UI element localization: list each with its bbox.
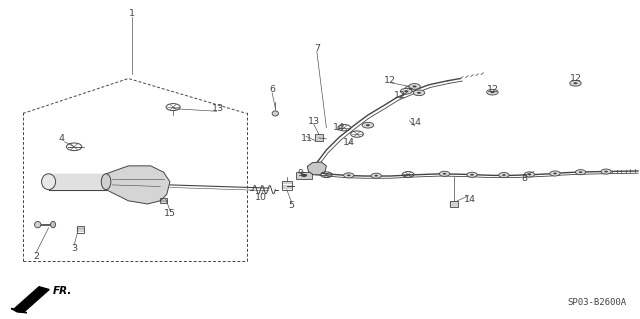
Circle shape	[575, 170, 586, 175]
Ellipse shape	[42, 174, 56, 190]
Ellipse shape	[35, 221, 41, 228]
Text: SP03-B2600A: SP03-B2600A	[568, 298, 627, 307]
Text: 10: 10	[255, 193, 268, 202]
Circle shape	[553, 173, 557, 174]
Text: 12: 12	[486, 85, 499, 94]
Text: FR.: FR.	[53, 286, 72, 296]
Circle shape	[570, 80, 581, 86]
Circle shape	[499, 173, 509, 178]
Circle shape	[401, 88, 412, 94]
Text: 13: 13	[212, 104, 224, 113]
Bar	[282, 182, 292, 190]
Circle shape	[550, 171, 560, 176]
Text: 9: 9	[298, 169, 304, 178]
Circle shape	[579, 171, 582, 173]
Text: 12: 12	[394, 92, 406, 100]
Text: 7: 7	[314, 44, 320, 53]
Text: 8: 8	[522, 174, 527, 183]
Text: 14: 14	[410, 118, 422, 128]
Circle shape	[371, 173, 381, 178]
Circle shape	[409, 88, 413, 90]
Circle shape	[440, 171, 450, 176]
Circle shape	[374, 175, 378, 177]
Text: 13: 13	[308, 117, 319, 126]
Text: 15: 15	[164, 209, 176, 218]
Circle shape	[409, 84, 420, 89]
Polygon shape	[296, 172, 312, 179]
Circle shape	[404, 90, 408, 92]
FancyArrow shape	[11, 287, 49, 313]
Circle shape	[527, 174, 531, 175]
Text: 11: 11	[301, 134, 313, 143]
Circle shape	[486, 89, 498, 95]
Circle shape	[502, 174, 506, 176]
Text: 3: 3	[71, 244, 77, 253]
Circle shape	[347, 174, 351, 176]
Bar	[77, 226, 84, 233]
Polygon shape	[307, 162, 326, 175]
Text: 1: 1	[129, 9, 134, 18]
Circle shape	[573, 82, 577, 84]
Ellipse shape	[101, 174, 111, 190]
Circle shape	[366, 124, 370, 126]
Circle shape	[601, 169, 611, 174]
Ellipse shape	[51, 221, 56, 228]
Circle shape	[490, 91, 495, 93]
Text: 5: 5	[288, 201, 294, 210]
Text: 6: 6	[269, 85, 275, 94]
Circle shape	[405, 86, 417, 92]
Bar	[315, 134, 323, 141]
Circle shape	[417, 92, 421, 94]
Circle shape	[362, 122, 374, 128]
Circle shape	[413, 85, 417, 87]
Circle shape	[443, 173, 446, 175]
Bar	[161, 198, 167, 203]
Circle shape	[301, 174, 307, 177]
Circle shape	[467, 172, 477, 177]
Circle shape	[470, 174, 474, 176]
Text: 14: 14	[343, 137, 355, 146]
Ellipse shape	[272, 111, 278, 116]
Text: 2: 2	[33, 252, 39, 261]
Bar	[49, 174, 106, 190]
Bar	[451, 201, 458, 207]
Circle shape	[524, 172, 534, 177]
Text: 12: 12	[384, 76, 396, 85]
Text: 14: 14	[333, 123, 345, 132]
Text: 12: 12	[570, 74, 582, 83]
Circle shape	[413, 90, 425, 96]
Circle shape	[344, 173, 354, 178]
Circle shape	[604, 171, 608, 173]
Text: 14: 14	[464, 195, 476, 204]
Text: 4: 4	[58, 134, 65, 143]
Polygon shape	[106, 166, 170, 204]
